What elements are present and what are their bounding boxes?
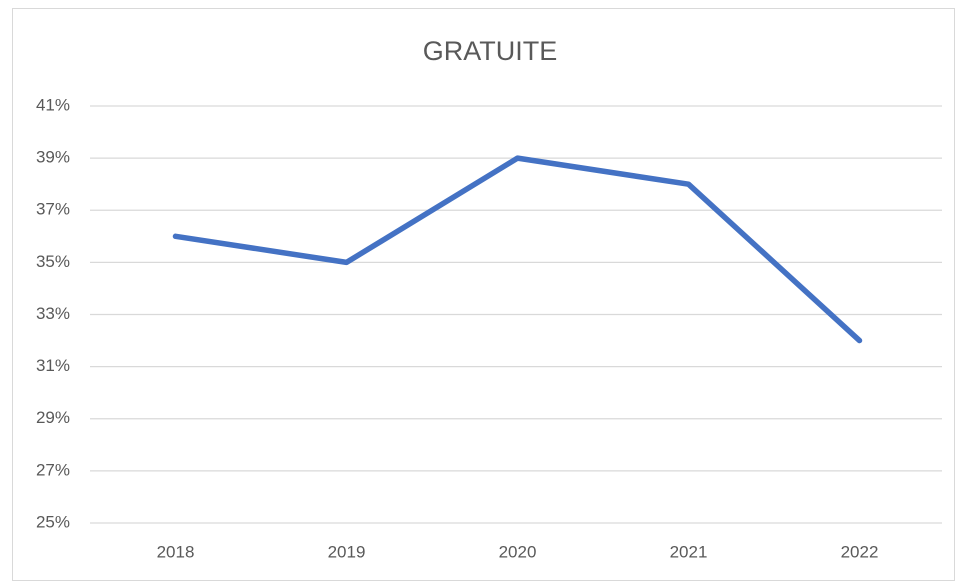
y-tick-label: 25% [36,512,70,531]
line-series [172,155,863,344]
x-tick-label: 2020 [499,542,537,561]
y-tick-label: 31% [36,356,70,375]
y-tick-label: 37% [36,200,70,219]
chart-frame [12,8,955,581]
x-tick-label: 2022 [841,542,879,561]
y-tick-label: 29% [36,408,70,427]
x-tick-label: 2021 [670,542,708,561]
y-tick-label: 35% [36,252,70,271]
chart-title: GRATUITE [423,36,558,66]
x-tick-label: 2019 [328,542,366,561]
x-tick-label: 2018 [157,542,195,561]
y-tick-label: 33% [36,304,70,323]
y-tick-label: 41% [36,95,70,114]
y-tick-label: 39% [36,148,70,167]
y-tick-label: 27% [36,460,70,479]
